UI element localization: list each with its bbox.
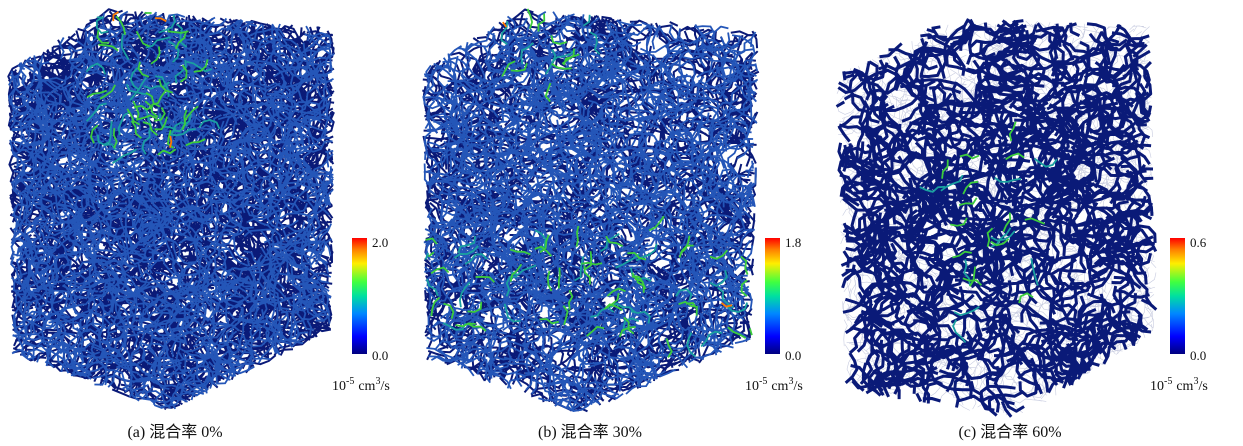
- unit-exponent: -5: [346, 376, 354, 387]
- unit-measure: cm: [358, 379, 375, 394]
- unit-base: 10: [332, 379, 346, 394]
- network-green: [425, 8, 753, 358]
- colorbar: [765, 238, 780, 354]
- unit-per: /s: [380, 379, 389, 394]
- unit-measure: cm: [1176, 379, 1193, 394]
- panel: 0.6 0.0 10-5 cm3/s (c) 混合率 60%: [835, 18, 1208, 441]
- network-mid: [8, 10, 335, 410]
- colorbar: [352, 238, 367, 354]
- colorbar-min: 0.0: [1190, 348, 1206, 363]
- unit-base: 10: [745, 379, 759, 394]
- network-green: [86, 12, 209, 156]
- network-green: [941, 121, 1045, 304]
- colorbar-unit: 10-5 cm3/s: [1150, 376, 1208, 394]
- colorbar-min: 0.0: [372, 348, 388, 363]
- network-hot: [112, 11, 173, 148]
- panel-caption: (c) 混合率 60%: [958, 423, 1061, 441]
- network-mid: [422, 11, 759, 413]
- unit-power: 3: [788, 376, 793, 387]
- unit-exponent: -5: [759, 376, 767, 387]
- colorbar-max: 0.6: [1190, 235, 1207, 250]
- network-cyan: [919, 157, 1058, 343]
- unit-power: 3: [1193, 376, 1198, 387]
- network-dark: [835, 18, 1158, 418]
- network-cyan: [85, 14, 221, 165]
- colorbar-max: 1.8: [785, 235, 801, 250]
- unit-base: 10: [1150, 379, 1164, 394]
- network-cyan: [424, 14, 748, 358]
- unit-power: 3: [375, 376, 380, 387]
- colorbar-unit: 10-5 cm3/s: [332, 376, 390, 394]
- unit-per: /s: [793, 379, 802, 394]
- network-hot: [502, 21, 733, 308]
- panel-caption: (a) 混合率 0%: [127, 423, 222, 441]
- colorbar-min: 0.0: [785, 348, 801, 363]
- colorbar: [1170, 238, 1185, 354]
- unit-per: /s: [1198, 379, 1207, 394]
- unit-exponent: -5: [1164, 376, 1172, 387]
- panel-caption: (b) 混合率 30%: [538, 423, 642, 441]
- unit-measure: cm: [771, 379, 788, 394]
- colorbar-unit: 10-5 cm3/s: [745, 376, 803, 394]
- panel: 1.8 0.0 10-5 cm3/s (b) 混合率 30%: [421, 8, 803, 441]
- panel: 2.0 0.0 10-5 cm3/s (a) 混合率 0%: [7, 8, 390, 441]
- colorbar-max: 2.0: [372, 235, 388, 250]
